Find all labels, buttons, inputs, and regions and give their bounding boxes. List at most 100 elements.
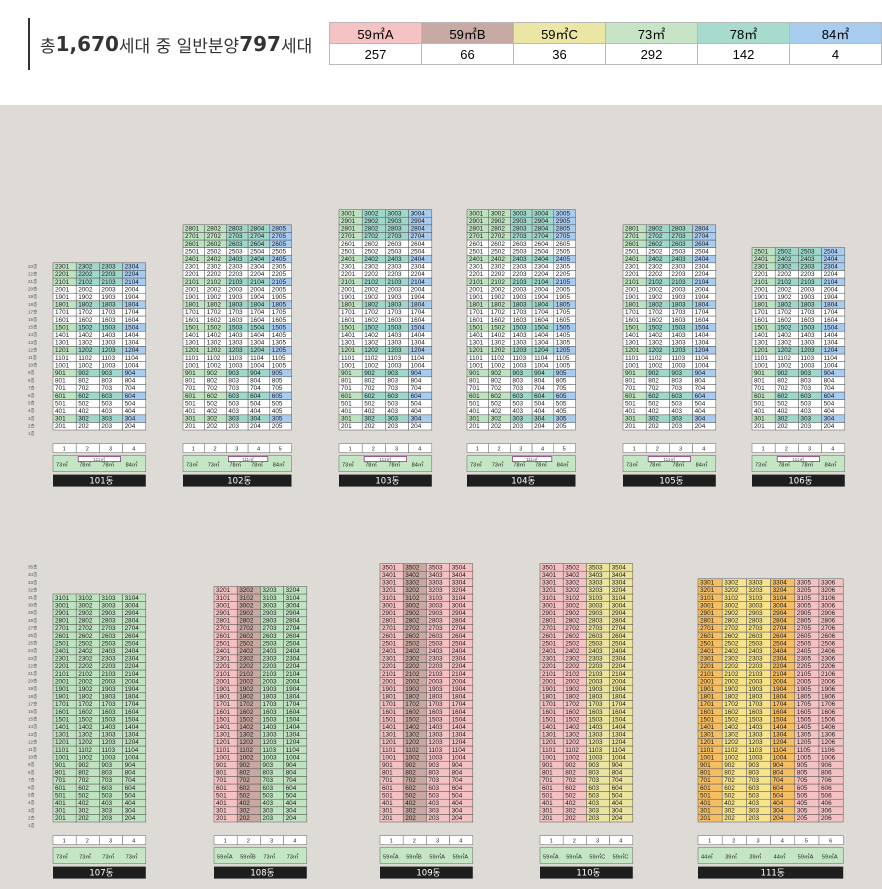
unit-number: 2501 <box>625 248 640 255</box>
type-row <box>751 455 846 472</box>
unit-number: 2304 <box>452 656 467 663</box>
unit-number: 702 <box>207 385 218 392</box>
unit-number: 1902 <box>724 686 739 693</box>
line-type-label: 59㎡C <box>613 853 629 861</box>
unit-number: 2101 <box>185 279 200 286</box>
type-row <box>52 847 147 864</box>
unit-number: 1701 <box>55 701 70 708</box>
unit-number: 2204 <box>125 271 140 278</box>
unit-number: 1401 <box>382 724 397 731</box>
unit-number: 1002 <box>207 362 222 369</box>
unit-number: 405 <box>556 408 567 415</box>
unit-type-table: 59㎡A 59㎡B 59㎡C 73㎡ 78㎡ 84㎡ 257 66 36 292… <box>329 22 882 65</box>
unit-number: 304 <box>695 416 706 423</box>
unit-number: 3103 <box>101 595 116 602</box>
unit-number: 1004 <box>286 754 301 761</box>
unit-number: 1802 <box>364 302 379 309</box>
unit-number: 2305 <box>556 264 571 271</box>
line-number: 1 <box>349 447 352 453</box>
unit-number: 802 <box>78 770 89 777</box>
floor-scale-label: 3층 <box>28 415 35 421</box>
unit-number: 1703 <box>228 309 243 316</box>
unit-number: 1902 <box>648 294 663 301</box>
unit-number: 1104 <box>411 355 425 362</box>
unit-number: 603 <box>101 393 112 400</box>
unit-number: 1504 <box>773 716 788 723</box>
unit-number: 601 <box>625 393 636 400</box>
unit-number: 302 <box>648 416 659 423</box>
unit-number: 2901 <box>700 610 715 617</box>
unit-number: 902 <box>777 370 788 377</box>
unit-number: 3105 <box>797 595 812 602</box>
unit-number: 2201 <box>185 271 200 278</box>
unit-number: 1104 <box>286 747 300 754</box>
unit-number: 1202 <box>207 347 222 354</box>
floor-scale-label: 12층 <box>28 738 37 744</box>
unit-number: 1403 <box>101 332 116 339</box>
unit-number: 905 <box>797 762 808 769</box>
line-number-cell <box>408 443 433 453</box>
unit-number: 1002 <box>405 754 420 761</box>
unit-number: 701 <box>542 777 553 784</box>
line-number: 3 <box>519 447 522 453</box>
unit-number: 1506 <box>821 716 836 723</box>
unit-number: 202 <box>364 423 375 430</box>
unit-number: 2201 <box>55 663 70 670</box>
unit-number: 2202 <box>777 271 792 278</box>
unit-number: 1402 <box>565 724 580 731</box>
unit-number: 3202 <box>239 587 254 594</box>
unit-number: 901 <box>55 370 66 377</box>
unit-number: 702 <box>491 385 502 392</box>
unit-number: 2401 <box>185 256 200 263</box>
unit-number: 704 <box>286 777 297 784</box>
unit-number: 2302 <box>405 656 420 663</box>
unit-number: 2304 <box>125 264 140 271</box>
unit-number: 1504 <box>452 716 467 723</box>
unit-number: 3003 <box>262 602 277 609</box>
unit-number: 1801 <box>216 694 231 701</box>
unit-number: 2902 <box>78 610 93 617</box>
unit-number: 802 <box>239 770 250 777</box>
unit-number: 2001 <box>700 678 715 685</box>
unit-number: 2103 <box>748 671 763 678</box>
line-type-label: 59㎡B <box>406 853 422 861</box>
floor-scale-label: 21층 <box>28 278 37 284</box>
unit-number: 1601 <box>625 317 640 324</box>
floor-scale-label: 20층 <box>28 678 37 684</box>
merged-unit-label: 111㎡ <box>526 456 538 462</box>
line-type-label: 39㎡ <box>725 853 737 861</box>
unit-number: 2804 <box>534 226 549 233</box>
unit-number: 1604 <box>125 317 140 324</box>
unit-number: 1803 <box>228 302 243 309</box>
unit-number: 2003 <box>228 286 243 293</box>
unit-number: 1001 <box>542 754 557 761</box>
unit-number: 1504 <box>824 324 839 331</box>
unit-number: 1604 <box>452 709 467 716</box>
unit-number: 3401 <box>542 572 557 579</box>
unit-number: 1803 <box>512 302 527 309</box>
unit-number: 1004 <box>452 754 467 761</box>
unit-number: 304 <box>612 808 623 815</box>
unit-number: 2003 <box>748 678 763 685</box>
unit-number: 1305 <box>272 340 287 347</box>
unit-number: 1001 <box>185 362 200 369</box>
unit-number: 1205 <box>272 347 287 354</box>
unit-number: 2303 <box>512 264 527 271</box>
unit-number: 1602 <box>777 317 792 324</box>
unit-number: 1701 <box>55 309 70 316</box>
unit-number: 2606 <box>821 633 836 640</box>
unit-number: 901 <box>700 762 711 769</box>
unit-number: 3101 <box>542 595 557 602</box>
unit-number: 201 <box>216 815 227 822</box>
line-number: 2 <box>498 447 501 453</box>
unit-number: 2203 <box>428 663 443 670</box>
unit-number: 2304 <box>534 264 549 271</box>
unit-number: 2903 <box>588 610 603 617</box>
unit-number: 2804 <box>411 226 426 233</box>
unit-number: 603 <box>428 785 439 792</box>
unit-number: 3204 <box>452 587 467 594</box>
unit-number: 904 <box>125 762 136 769</box>
floor-scale-label: 18층 <box>28 693 37 699</box>
